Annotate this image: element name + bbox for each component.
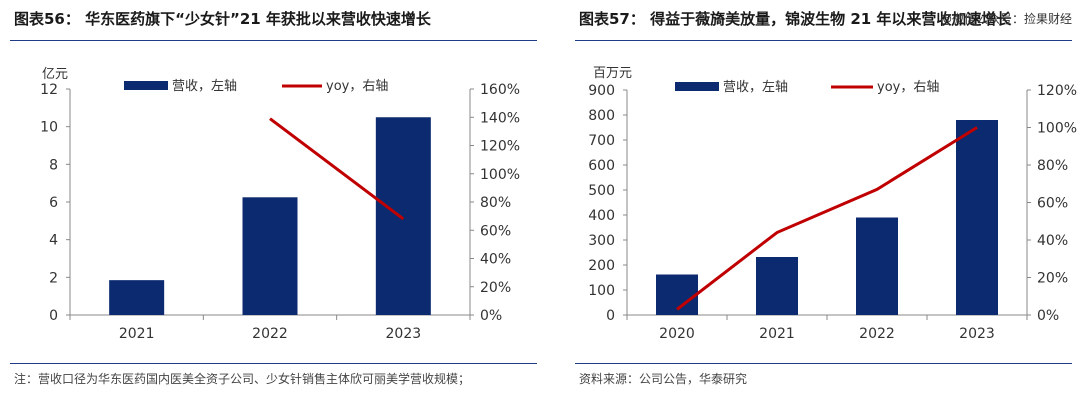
x-tick-label: 2023 [386, 326, 422, 342]
y-tick-label-left: 0 [49, 308, 58, 324]
bar [109, 280, 165, 315]
y-tick-label-left: 0 [606, 308, 615, 324]
y-tick-label-right: 100% [1037, 121, 1077, 137]
watermark: @微信公众号：捡果财经 [939, 12, 1072, 26]
legend-bar-label: 营收，左轴 [172, 79, 237, 94]
y-tick-label-left: 8 [49, 157, 58, 173]
x-tick-label: 2020 [659, 326, 695, 342]
y-tick-label-right: 140% [480, 110, 520, 126]
x-tick-label: 2022 [859, 326, 895, 342]
y-tick-label-left: 100 [588, 283, 615, 299]
chart-panel-right: 图表57： 得益于薇旖美放量，锦波生物 21 年以来营收加速增长 @微信公众号：… [565, 0, 1080, 408]
y-tick-label-right: 80% [480, 195, 511, 211]
bar [756, 257, 798, 315]
y-tick-label-right: 0% [480, 308, 502, 324]
y-tick-label-right: 120% [480, 139, 520, 155]
y-tick-label-right: 40% [480, 252, 511, 268]
y-tick-label-left: 400 [588, 208, 615, 224]
yoy-line [269, 117, 405, 221]
y-tick-label-right: 100% [480, 167, 520, 183]
bar [375, 117, 431, 315]
note-divider [10, 363, 537, 364]
x-tick-label: 2021 [119, 326, 155, 342]
y-unit-label: 百万元 [593, 66, 632, 81]
chart-title: 图表56： 华东医药旗下“少女针”21 年获批以来营收快速增长 [14, 10, 431, 28]
y-tick-label-left: 900 [588, 83, 615, 99]
y-tick-label-left: 600 [588, 158, 615, 174]
x-tick-label: 2022 [252, 326, 288, 342]
note-divider [575, 363, 1072, 364]
y-tick-label-right: 60% [1037, 196, 1068, 212]
y-tick-label-right: 80% [1037, 158, 1068, 174]
y-tick-label-right: 160% [480, 82, 520, 98]
x-tick-label: 2023 [959, 326, 995, 342]
revenue-chart-right: 0 100 200 300 400 500 600 700 800 900 0% 20% 40% 60% 8… [588, 66, 1077, 342]
bar [242, 197, 298, 315]
y-tick-label-left: 4 [49, 233, 58, 249]
legend-bar-swatch [124, 81, 168, 90]
y-tick-label-right: 20% [480, 280, 511, 296]
y-tick-label-left: 12 [40, 82, 58, 98]
bar [956, 120, 998, 315]
y-tick-label-right: 20% [1037, 271, 1068, 287]
title-divider [575, 40, 1072, 41]
y-tick-label-right: 60% [480, 223, 511, 239]
chart-note: 注：营收口径为华东医药国内医美全资子公司、少女针销售主体欣可丽美学营收规模； [14, 372, 471, 386]
legend-line-label: yoy，右轴 [326, 79, 388, 94]
yoy-line [676, 126, 978, 311]
chart-note: 资料来源：公司公告，华泰研究 [579, 372, 748, 386]
y-tick-label-right: 0% [1037, 308, 1059, 324]
revenue-chart-left: 0246810120%20%40%60%80%100%120%140%160%2… [40, 67, 520, 342]
bar [856, 217, 898, 315]
y-tick-label-left: 700 [588, 133, 615, 149]
chart-panel-left: 图表56： 华东医药旗下“少女针”21 年获批以来营收快速增长 0 2 4 6 8 10 1… [10, 10, 537, 386]
legend-line-label: yoy，右轴 [877, 80, 939, 95]
legend-bar-swatch [675, 82, 719, 91]
y-tick-label-right: 120% [1037, 83, 1077, 99]
y-tick-label-left: 10 [40, 120, 58, 136]
x-tick-label: 2021 [759, 326, 795, 342]
title-divider [10, 40, 537, 41]
y-tick-label-left: 800 [588, 108, 615, 124]
y-tick-label-right: 40% [1037, 233, 1068, 249]
y-tick-label-left: 6 [49, 195, 58, 211]
y-tick-label-left: 300 [588, 233, 615, 249]
y-unit-label: 亿元 [42, 67, 68, 82]
y-tick-label-left: 2 [49, 270, 58, 286]
chart-title: 图表57： 得益于薇旖美放量，锦波生物 21 年以来营收加速增长 [579, 10, 1012, 28]
y-tick-label-left: 200 [588, 258, 615, 274]
y-tick-label-left: 500 [588, 183, 615, 199]
legend-bar-label: 营收，左轴 [723, 80, 788, 95]
